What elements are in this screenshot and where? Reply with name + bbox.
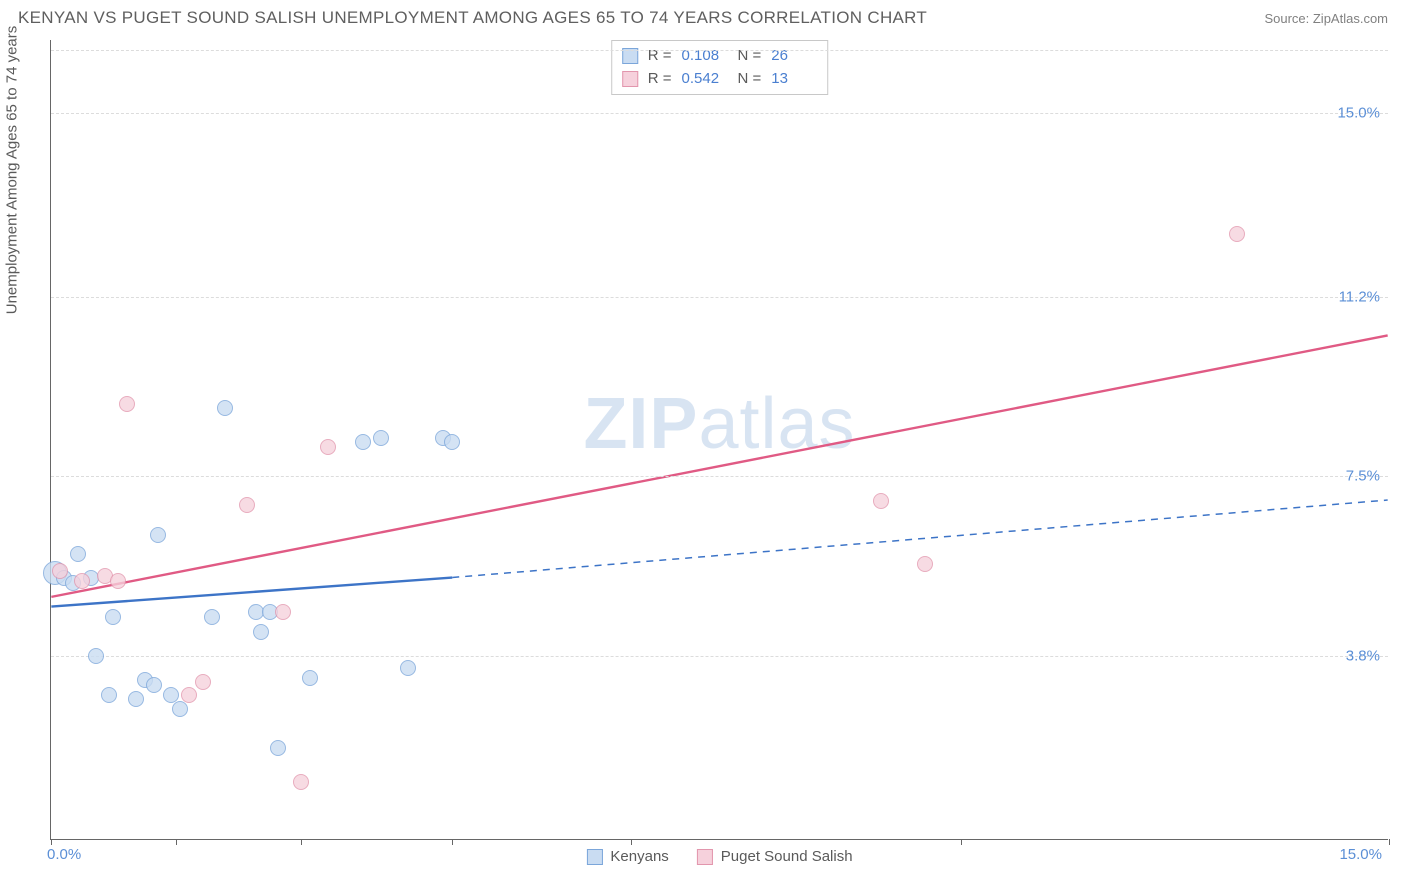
gridline (51, 297, 1388, 298)
y-tick-label: 3.8% (1346, 647, 1380, 664)
data-point (163, 687, 179, 703)
data-point (1229, 226, 1245, 242)
legend-item: Puget Sound Salish (697, 848, 853, 865)
data-point (150, 527, 166, 543)
data-point (101, 687, 117, 703)
data-point (146, 677, 162, 693)
data-point (400, 660, 416, 676)
stats-row: R = 0.542 N = 13 (622, 68, 818, 91)
gridline (51, 113, 1388, 114)
x-tick (1389, 839, 1390, 845)
legend-item: Kenyans (586, 848, 668, 865)
y-tick-label: 7.5% (1346, 468, 1380, 485)
stat-r-value: 0.542 (682, 68, 728, 91)
data-point (128, 691, 144, 707)
watermark: ZIPatlas (583, 383, 855, 465)
data-point (88, 648, 104, 664)
y-axis-label: Unemployment Among Ages 65 to 74 years (4, 26, 21, 315)
source-attribution: Source: ZipAtlas.com (1264, 11, 1388, 26)
data-point (253, 624, 269, 640)
data-point (105, 609, 121, 625)
y-tick-label: 15.0% (1337, 104, 1380, 121)
data-point (52, 563, 68, 579)
trend-line (51, 335, 1387, 596)
stat-n-value: 13 (771, 68, 817, 91)
data-point (110, 573, 126, 589)
x-tick (51, 839, 52, 845)
data-point (293, 774, 309, 790)
data-point (172, 701, 188, 717)
stat-n-label: N = (738, 68, 762, 91)
data-point (74, 573, 90, 589)
scatter-chart: ZIPatlas R =0.108N =26R =0.542N =13 Keny… (50, 40, 1388, 840)
data-point (119, 396, 135, 412)
gridline (51, 476, 1388, 477)
data-point (70, 546, 86, 562)
data-point (917, 556, 933, 572)
stat-r-value: 0.108 (682, 45, 728, 68)
gridline (51, 656, 1388, 657)
legend-label: Kenyans (610, 848, 668, 865)
stat-r-label: R = (648, 68, 672, 91)
x-tick (301, 839, 302, 845)
data-point (873, 493, 889, 509)
data-point (204, 609, 220, 625)
data-point (444, 434, 460, 450)
series-swatch-icon (697, 849, 713, 865)
data-point (355, 434, 371, 450)
data-point (195, 674, 211, 690)
chart-title: KENYAN VS PUGET SOUND SALISH UNEMPLOYMEN… (18, 8, 927, 28)
series-swatch-icon (622, 71, 638, 87)
x-tick (176, 839, 177, 845)
x-tick-label: 0.0% (47, 846, 81, 863)
stat-n-value: 26 (771, 45, 817, 68)
x-tick (961, 839, 962, 845)
data-point (302, 670, 318, 686)
x-tick-label: 15.0% (1339, 846, 1382, 863)
data-point (373, 430, 389, 446)
data-point (270, 740, 286, 756)
trend-lines-layer (51, 40, 1388, 839)
y-tick-label: 11.2% (1339, 288, 1380, 305)
series-swatch-icon (586, 849, 602, 865)
stat-r-label: R = (648, 45, 672, 68)
legend-label: Puget Sound Salish (721, 848, 853, 865)
series-legend: Kenyans Puget Sound Salish (586, 848, 852, 865)
correlation-stats-box: R = 0.108 N = 26 R = 0.542 N = 13 (611, 40, 829, 95)
stat-n-label: N = (738, 45, 762, 68)
data-point (217, 400, 233, 416)
data-point (181, 687, 197, 703)
data-point (239, 497, 255, 513)
stats-row: R = 0.108 N = 26 (622, 45, 818, 68)
data-point (275, 604, 291, 620)
data-point (320, 439, 336, 455)
x-tick (631, 839, 632, 845)
x-tick (452, 839, 453, 845)
gridline (51, 50, 1388, 51)
